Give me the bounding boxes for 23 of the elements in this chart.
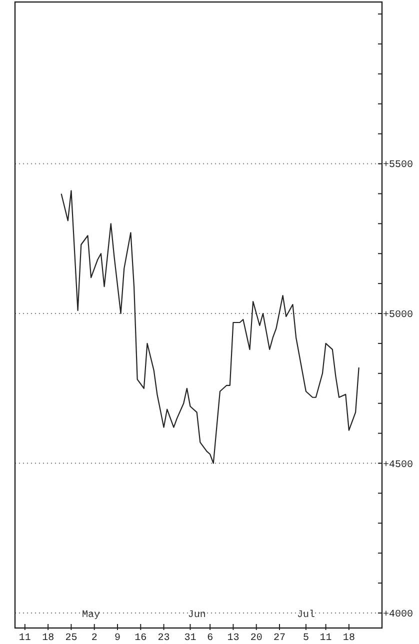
x-tick-label: 27 bbox=[273, 633, 286, 644]
y-tick-label: +5500 bbox=[383, 160, 414, 172]
x-tick-label: 31 bbox=[184, 633, 196, 644]
line-series bbox=[60, 190, 360, 464]
x-tick-label: 11 bbox=[18, 633, 31, 644]
x-tick-label: 25 bbox=[65, 633, 78, 644]
x-tick-label: 18 bbox=[42, 633, 54, 644]
x-tick-label: 11 bbox=[320, 633, 332, 644]
x-tick-label: 23 bbox=[158, 633, 170, 644]
x-tick-label: 13 bbox=[227, 633, 240, 644]
x2-tick-label: May bbox=[82, 610, 100, 621]
y-tick-label: +4500 bbox=[383, 460, 414, 471]
x-tick-label: 9 bbox=[114, 633, 121, 644]
x-tick-label: 6 bbox=[207, 633, 214, 644]
x2-tick-label: Jul bbox=[296, 609, 315, 621]
y-tick-label: +4000 bbox=[383, 610, 414, 621]
x-tick-label: 18 bbox=[342, 633, 355, 644]
x-tick-label: 16 bbox=[134, 633, 147, 644]
x-tick-label: 2 bbox=[91, 633, 98, 644]
x-tick-label: 5 bbox=[302, 633, 309, 644]
x2-tick-label: Jun bbox=[188, 610, 206, 621]
y-tick-label: +5000 bbox=[383, 310, 414, 321]
x-tick-label: 20 bbox=[250, 633, 262, 644]
